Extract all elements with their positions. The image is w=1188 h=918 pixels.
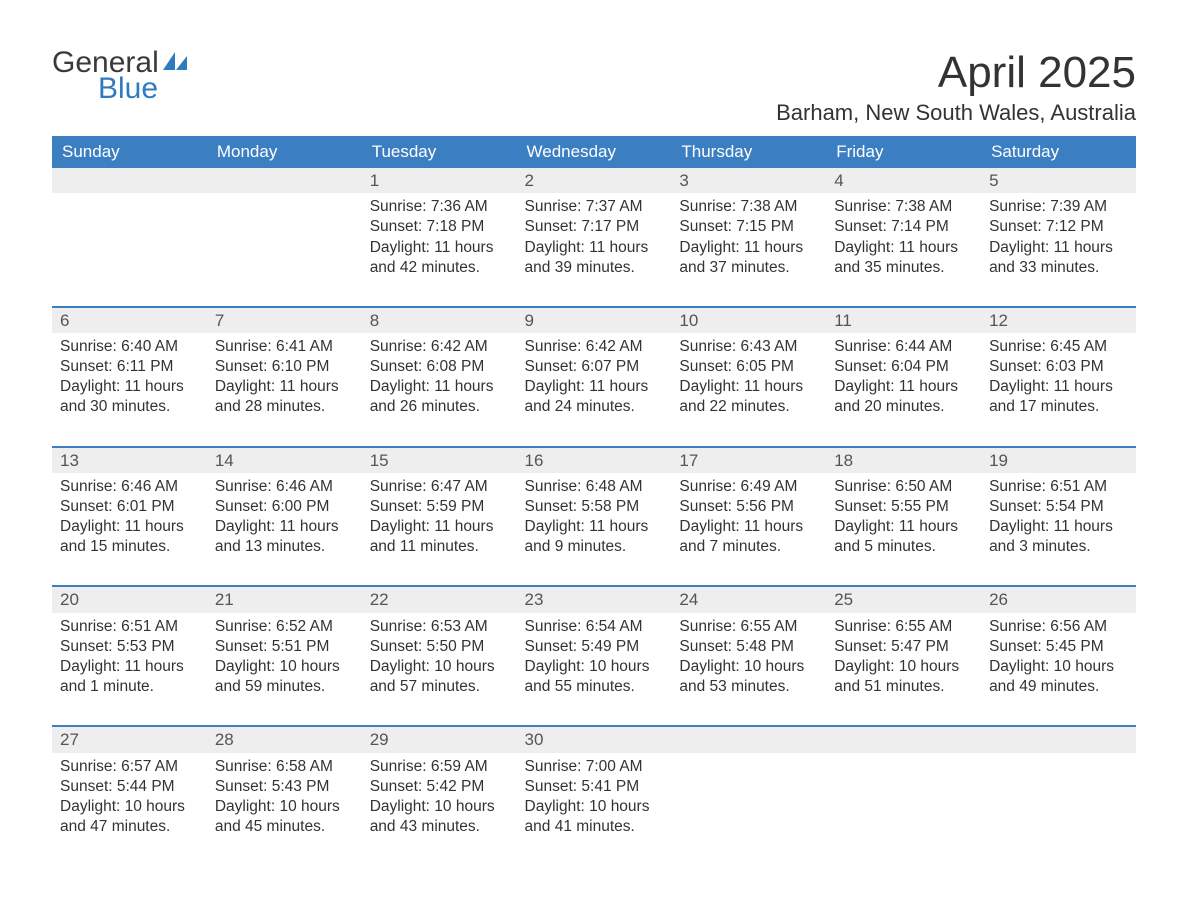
- day-detail: Sunrise: 7:38 AM Sunset: 7:14 PM Dayligh…: [826, 193, 981, 307]
- day-number: 10: [671, 307, 826, 333]
- day-number: 13: [52, 447, 207, 473]
- day-detail: Sunrise: 7:36 AM Sunset: 7:18 PM Dayligh…: [362, 193, 517, 307]
- day-number: 6: [52, 307, 207, 333]
- day-number: [826, 726, 981, 752]
- day-number: 21: [207, 586, 362, 612]
- day-detail-row: Sunrise: 6:40 AM Sunset: 6:11 PM Dayligh…: [52, 333, 1136, 447]
- day-detail: [207, 193, 362, 307]
- day-number: 30: [517, 726, 672, 752]
- day-detail: Sunrise: 6:56 AM Sunset: 5:45 PM Dayligh…: [981, 613, 1136, 727]
- day-number-row: 6789101112: [52, 307, 1136, 333]
- weekday-header: Sunday: [52, 136, 207, 168]
- day-number-row: 12345: [52, 168, 1136, 193]
- day-detail: Sunrise: 6:57 AM Sunset: 5:44 PM Dayligh…: [52, 753, 207, 866]
- day-detail-row: Sunrise: 6:57 AM Sunset: 5:44 PM Dayligh…: [52, 753, 1136, 866]
- header: General Blue April 2025 Barham, New Sout…: [52, 48, 1136, 136]
- logo-word-2: Blue: [52, 74, 189, 104]
- weekday-header: Tuesday: [362, 136, 517, 168]
- title-block: April 2025 Barham, New South Wales, Aust…: [776, 48, 1136, 136]
- day-number: [207, 168, 362, 193]
- day-detail: Sunrise: 6:42 AM Sunset: 6:07 PM Dayligh…: [517, 333, 672, 447]
- day-detail: Sunrise: 6:46 AM Sunset: 6:01 PM Dayligh…: [52, 473, 207, 587]
- weekday-header: Thursday: [671, 136, 826, 168]
- day-detail: Sunrise: 6:41 AM Sunset: 6:10 PM Dayligh…: [207, 333, 362, 447]
- day-detail: Sunrise: 7:38 AM Sunset: 7:15 PM Dayligh…: [671, 193, 826, 307]
- location-subtitle: Barham, New South Wales, Australia: [776, 100, 1136, 126]
- day-detail: Sunrise: 6:51 AM Sunset: 5:53 PM Dayligh…: [52, 613, 207, 727]
- day-number: 28: [207, 726, 362, 752]
- day-detail: Sunrise: 6:59 AM Sunset: 5:42 PM Dayligh…: [362, 753, 517, 866]
- calendar-table: Sunday Monday Tuesday Wednesday Thursday…: [52, 136, 1136, 865]
- day-number: 20: [52, 586, 207, 612]
- day-detail: [981, 753, 1136, 866]
- day-detail: Sunrise: 6:58 AM Sunset: 5:43 PM Dayligh…: [207, 753, 362, 866]
- weekday-header: Friday: [826, 136, 981, 168]
- day-number: 29: [362, 726, 517, 752]
- day-detail-row: Sunrise: 7:36 AM Sunset: 7:18 PM Dayligh…: [52, 193, 1136, 307]
- day-number: 14: [207, 447, 362, 473]
- day-number: [981, 726, 1136, 752]
- day-detail: Sunrise: 6:50 AM Sunset: 5:55 PM Dayligh…: [826, 473, 981, 587]
- day-detail: Sunrise: 6:42 AM Sunset: 6:08 PM Dayligh…: [362, 333, 517, 447]
- day-number: 15: [362, 447, 517, 473]
- day-number: 19: [981, 447, 1136, 473]
- day-number: 26: [981, 586, 1136, 612]
- day-number: 1: [362, 168, 517, 193]
- day-detail: Sunrise: 6:55 AM Sunset: 5:48 PM Dayligh…: [671, 613, 826, 727]
- day-number: 23: [517, 586, 672, 612]
- day-number: 25: [826, 586, 981, 612]
- day-number: [52, 168, 207, 193]
- day-detail: Sunrise: 6:40 AM Sunset: 6:11 PM Dayligh…: [52, 333, 207, 447]
- day-detail: Sunrise: 7:37 AM Sunset: 7:17 PM Dayligh…: [517, 193, 672, 307]
- day-detail: Sunrise: 6:51 AM Sunset: 5:54 PM Dayligh…: [981, 473, 1136, 587]
- logo: General Blue: [52, 48, 189, 104]
- day-number: 5: [981, 168, 1136, 193]
- day-detail: [826, 753, 981, 866]
- day-number: 17: [671, 447, 826, 473]
- day-number: 11: [826, 307, 981, 333]
- weekday-header: Saturday: [981, 136, 1136, 168]
- day-detail: Sunrise: 7:00 AM Sunset: 5:41 PM Dayligh…: [517, 753, 672, 866]
- day-detail-row: Sunrise: 6:46 AM Sunset: 6:01 PM Dayligh…: [52, 473, 1136, 587]
- day-number: 27: [52, 726, 207, 752]
- page-title: April 2025: [776, 48, 1136, 98]
- day-number: 16: [517, 447, 672, 473]
- day-detail: Sunrise: 6:55 AM Sunset: 5:47 PM Dayligh…: [826, 613, 981, 727]
- day-detail: Sunrise: 6:49 AM Sunset: 5:56 PM Dayligh…: [671, 473, 826, 587]
- day-detail: Sunrise: 6:44 AM Sunset: 6:04 PM Dayligh…: [826, 333, 981, 447]
- day-number-row: 20212223242526: [52, 586, 1136, 612]
- day-number: 2: [517, 168, 672, 193]
- calendar-body: 12345Sunrise: 7:36 AM Sunset: 7:18 PM Da…: [52, 168, 1136, 865]
- day-detail: [671, 753, 826, 866]
- day-detail-row: Sunrise: 6:51 AM Sunset: 5:53 PM Dayligh…: [52, 613, 1136, 727]
- day-number: 22: [362, 586, 517, 612]
- day-number-row: 27282930: [52, 726, 1136, 752]
- day-number: 3: [671, 168, 826, 193]
- day-number: 18: [826, 447, 981, 473]
- day-number: 12: [981, 307, 1136, 333]
- day-detail: Sunrise: 6:48 AM Sunset: 5:58 PM Dayligh…: [517, 473, 672, 587]
- day-number: 4: [826, 168, 981, 193]
- day-number: 24: [671, 586, 826, 612]
- weekday-header: Wednesday: [517, 136, 672, 168]
- weekday-header: Monday: [207, 136, 362, 168]
- day-number: [671, 726, 826, 752]
- day-detail: Sunrise: 6:46 AM Sunset: 6:00 PM Dayligh…: [207, 473, 362, 587]
- day-detail: Sunrise: 6:45 AM Sunset: 6:03 PM Dayligh…: [981, 333, 1136, 447]
- day-detail: Sunrise: 6:47 AM Sunset: 5:59 PM Dayligh…: [362, 473, 517, 587]
- day-detail: [52, 193, 207, 307]
- day-number: 9: [517, 307, 672, 333]
- day-detail: Sunrise: 6:43 AM Sunset: 6:05 PM Dayligh…: [671, 333, 826, 447]
- weekday-header-row: Sunday Monday Tuesday Wednesday Thursday…: [52, 136, 1136, 168]
- day-detail: Sunrise: 7:39 AM Sunset: 7:12 PM Dayligh…: [981, 193, 1136, 307]
- day-number: 8: [362, 307, 517, 333]
- day-detail: Sunrise: 6:54 AM Sunset: 5:49 PM Dayligh…: [517, 613, 672, 727]
- day-detail: Sunrise: 6:52 AM Sunset: 5:51 PM Dayligh…: [207, 613, 362, 727]
- day-number: 7: [207, 307, 362, 333]
- day-number-row: 13141516171819: [52, 447, 1136, 473]
- day-detail: Sunrise: 6:53 AM Sunset: 5:50 PM Dayligh…: [362, 613, 517, 727]
